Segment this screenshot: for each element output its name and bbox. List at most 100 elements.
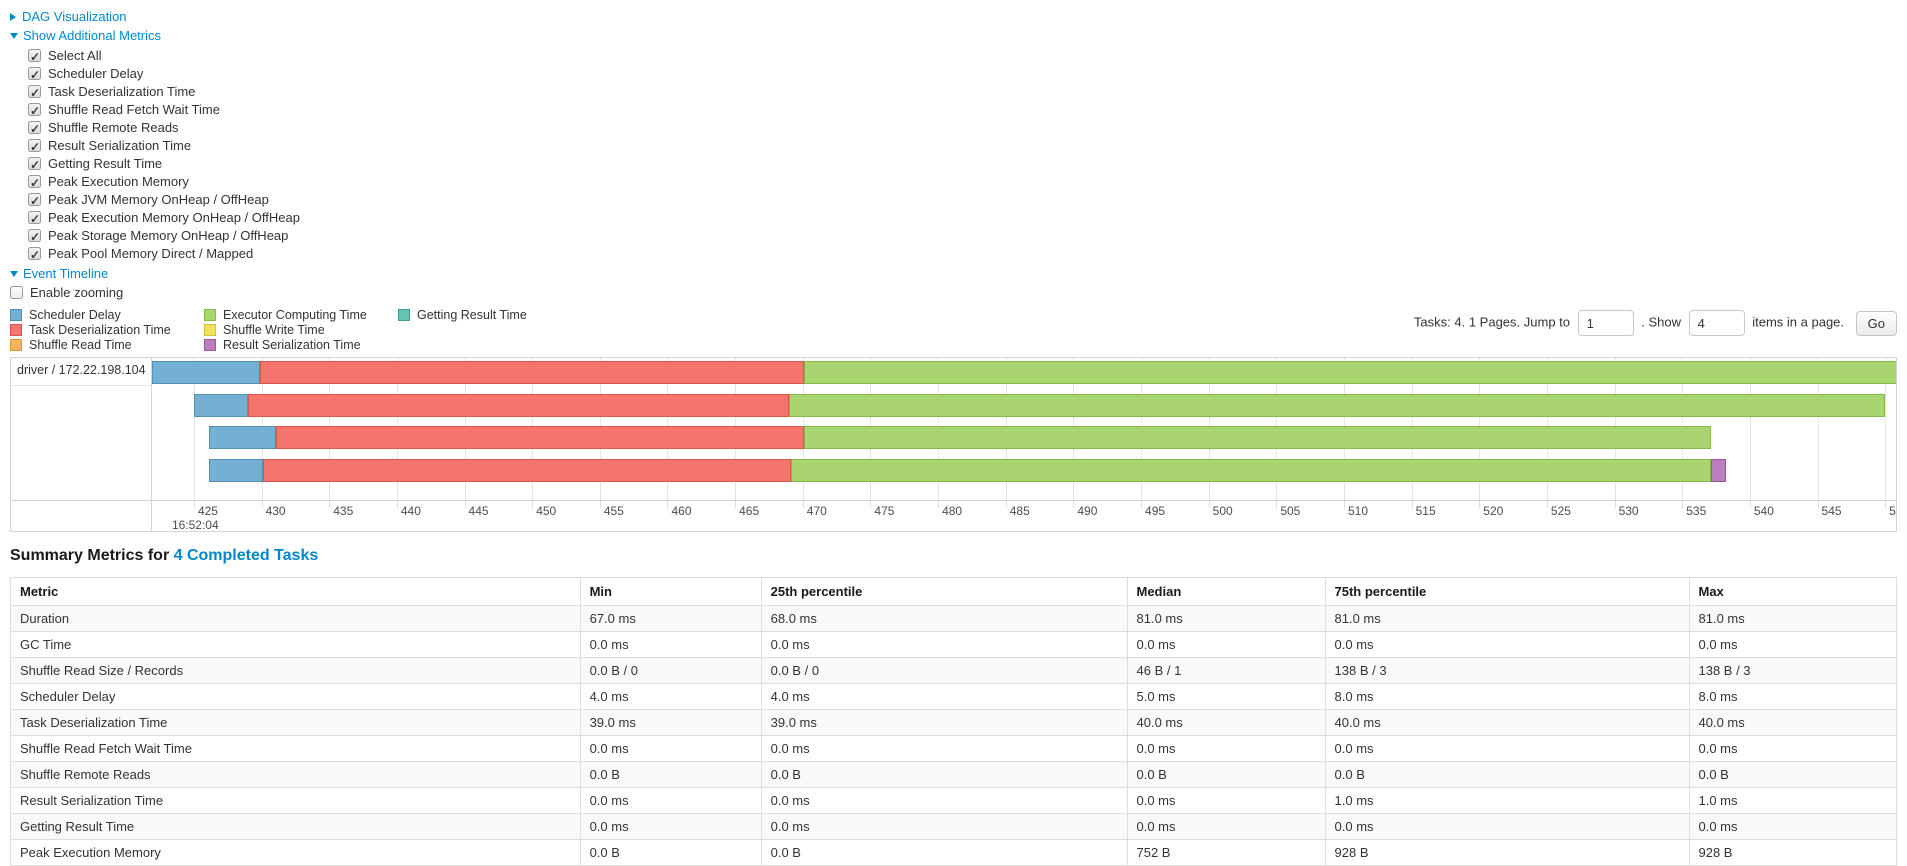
- metric-value-cell: 39.0 ms: [579, 709, 762, 736]
- metric-name-cell: Result Serialization Time: [10, 787, 581, 814]
- task-1-segment-scheduler-delay[interactable]: [152, 361, 261, 384]
- table-row-scheduler-delay: Scheduler Delay 4.0 ms 4.0 ms 5.0 ms 8.0 ms 8…: [10, 683, 1897, 710]
- pagination-items-text: items in a page.: [1752, 314, 1845, 330]
- metric-option-scheduler-delay[interactable]: Scheduler Delay: [28, 65, 1897, 84]
- metric-value-cell: 46 B / 1: [1126, 657, 1326, 684]
- task-3-segment-executor-computing[interactable]: [804, 426, 1711, 449]
- metric-option-label: Peak Execution Memory: [48, 174, 189, 189]
- task-1-segment-executor-computing[interactable]: [804, 361, 1896, 384]
- metric-option-result-serialization-time[interactable]: Result Serialization Time: [28, 137, 1897, 156]
- metric-option-label: Shuffle Remote Reads: [48, 120, 179, 135]
- table-row-duration: Duration 67.0 ms 68.0 ms 81.0 ms 81.0 ms 81.0…: [10, 605, 1897, 632]
- metric-option-peak-storage-memory-onheap-offheap[interactable]: Peak Storage Memory OnHeap / OffHeap: [28, 227, 1897, 246]
- go-button[interactable]: Go: [1855, 310, 1897, 336]
- axis-tick-label: 530: [1618, 504, 1639, 518]
- metric-value-cell: 81.0 ms: [1688, 605, 1897, 632]
- axis-tick: [1343, 501, 1345, 508]
- metric-value-cell: 0.0 B: [760, 839, 1128, 866]
- axis-tick: [802, 501, 804, 508]
- task-4-segment-result-serialization[interactable]: [1710, 459, 1726, 482]
- task-2-segment-task-deserialization[interactable]: [248, 394, 790, 417]
- metric-option-task-deserialization-time[interactable]: Task Deserialization Time: [28, 83, 1897, 102]
- metric-option-select-all[interactable]: Select All: [28, 47, 1897, 66]
- checkbox-scheduler-delay[interactable]: [28, 66, 41, 84]
- metric-option-shuffle-read-fetch-wait-time[interactable]: Shuffle Read Fetch Wait Time: [28, 101, 1897, 120]
- table-row-task-deserialization-time: Task Deserialization Time 39.0 ms 39.0 ms 4…: [10, 709, 1897, 736]
- task-3-segment-task-deserialization[interactable]: [276, 426, 805, 449]
- event-timeline-toggle[interactable]: Event Timeline: [10, 265, 1897, 282]
- metric-value-cell: 0.0 ms: [1126, 813, 1326, 840]
- task-3-segment-scheduler-delay[interactable]: [208, 426, 277, 449]
- legend-item-shuffle-write-time: Shuffle Write Time: [204, 323, 376, 337]
- axis-tick: [938, 501, 940, 508]
- task-2-segment-scheduler-delay[interactable]: [193, 394, 249, 417]
- checkbox-peak-jvm-memory-onheap-offheap[interactable]: [28, 192, 41, 210]
- additional-metrics-list: Select All Scheduler Delay Task Deserializ…: [10, 47, 1897, 264]
- metric-value-cell: 0.0 B: [579, 761, 762, 788]
- task-2-segment-executor-computing[interactable]: [789, 394, 1886, 417]
- axis-tick-label: 520: [1483, 504, 1504, 518]
- legend-item-getting-result-time: Getting Result Time: [398, 308, 570, 322]
- legend-column: Getting Result Time: [398, 308, 570, 353]
- metric-name-cell: Task Deserialization Time: [10, 709, 581, 736]
- timeline-legend-row: Scheduler Delay Task Deserialization Time…: [10, 308, 1897, 353]
- checkbox-peak-pool-memory-direct-mapped[interactable]: [28, 246, 41, 264]
- checkbox-result-serialization-time[interactable]: [28, 138, 41, 156]
- axis-tick-label: 500: [1212, 504, 1233, 518]
- axis-tick-label: 510: [1347, 504, 1368, 518]
- enable-zooming-option[interactable]: Enable zooming: [10, 284, 1897, 302]
- axis-tick: [1479, 501, 1481, 508]
- checkbox-peak-storage-memory-onheap-offheap[interactable]: [28, 228, 41, 246]
- items-per-page-input[interactable]: [1688, 310, 1745, 336]
- metric-option-peak-execution-memory-onheap-offheap[interactable]: Peak Execution Memory OnHeap / OffHeap: [28, 209, 1897, 228]
- metric-option-label: Peak Pool Memory Direct / Mapped: [48, 246, 254, 261]
- column-header-25th-percentile: 25th percentile: [760, 577, 1128, 606]
- checkbox-shuffle-remote-reads[interactable]: [28, 120, 41, 138]
- legend-swatch-icon: [204, 309, 216, 321]
- metric-option-label: Shuffle Read Fetch Wait Time: [48, 102, 220, 117]
- metric-value-cell: 0.0 B: [1324, 761, 1690, 788]
- enable-zooming-checkbox[interactable]: [10, 286, 23, 299]
- completed-tasks-link[interactable]: 4 Completed Tasks: [173, 547, 319, 564]
- checkbox-peak-execution-memory[interactable]: [28, 174, 41, 192]
- table-row-peak-execution-memory: Peak Execution Memory 0.0 B 0.0 B 752 B 928 …: [10, 839, 1897, 866]
- axis-tick: [261, 501, 263, 508]
- task-1-segment-task-deserialization[interactable]: [260, 361, 805, 384]
- checkbox-select-all[interactable]: [28, 48, 41, 66]
- metric-option-peak-jvm-memory-onheap-offheap[interactable]: Peak JVM Memory OnHeap / OffHeap: [28, 191, 1897, 210]
- dag-visualization-toggle[interactable]: DAG Visualization: [10, 8, 1897, 25]
- metric-option-label: Peak Storage Memory OnHeap / OffHeap: [48, 228, 289, 243]
- task-4-segment-scheduler-delay[interactable]: [208, 459, 263, 482]
- metric-value-cell: 0.0 B / 0: [760, 657, 1128, 684]
- axis-tick-label: 445: [468, 504, 489, 518]
- axis-tick: [599, 501, 601, 508]
- axis-tick-label: 460: [671, 504, 692, 518]
- checkbox-peak-execution-memory-onheap-offheap[interactable]: [28, 210, 41, 228]
- metric-value-cell: 0.0 ms: [760, 631, 1128, 658]
- metric-value-cell: 138 B / 3: [1688, 657, 1897, 684]
- metric-value-cell: 8.0 ms: [1688, 683, 1897, 710]
- legend-label: Scheduler Delay: [29, 308, 121, 322]
- checkbox-shuffle-read-fetch-wait-time[interactable]: [28, 102, 41, 120]
- metric-name-cell: Peak Execution Memory: [10, 839, 581, 866]
- axis-tick: [1749, 501, 1751, 508]
- metric-value-cell: 752 B: [1126, 839, 1326, 866]
- metric-option-shuffle-remote-reads[interactable]: Shuffle Remote Reads: [28, 119, 1897, 138]
- checkbox-getting-result-time[interactable]: [28, 156, 41, 174]
- metric-name-cell: GC Time: [10, 631, 581, 658]
- task-4-segment-executor-computing[interactable]: [790, 459, 1711, 482]
- axis-tick: [1208, 501, 1210, 508]
- metric-option-getting-result-time[interactable]: Getting Result Time: [28, 155, 1897, 174]
- metric-option-peak-pool-memory-direct-mapped[interactable]: Peak Pool Memory Direct / Mapped: [28, 245, 1897, 264]
- task-4-segment-task-deserialization[interactable]: [262, 459, 791, 482]
- chevron-right-icon: [10, 13, 16, 21]
- metric-option-peak-execution-memory[interactable]: Peak Execution Memory: [28, 173, 1897, 192]
- axis-tick: [1073, 501, 1075, 508]
- checkbox-task-deserialization-time[interactable]: [28, 84, 41, 102]
- jump-to-page-input[interactable]: [1577, 310, 1634, 336]
- legend-swatch-icon: [10, 309, 22, 321]
- metric-value-cell: 67.0 ms: [579, 605, 762, 632]
- show-additional-metrics-toggle[interactable]: Show Additional Metrics: [10, 27, 1897, 44]
- table-row-gc-time: GC Time 0.0 ms 0.0 ms 0.0 ms 0.0 ms 0.0 ms: [10, 631, 1897, 658]
